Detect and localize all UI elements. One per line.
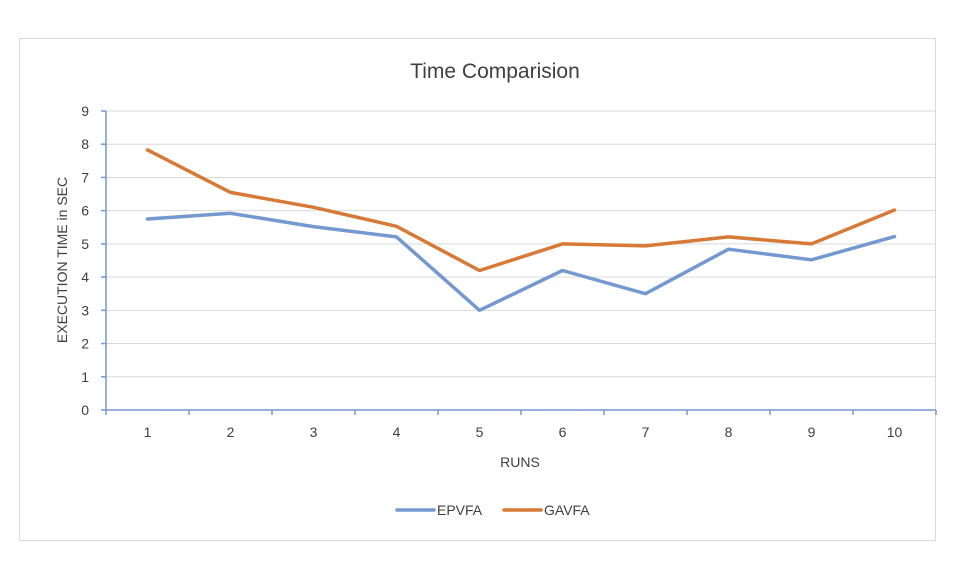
data-point-gavfa <box>644 244 647 248</box>
x-tick-label-7: 7 <box>642 424 650 440</box>
legend-label-epvfa: EPVFA <box>437 502 483 518</box>
x-tick-label-1: 1 <box>144 424 152 440</box>
y-tick-label-4: 4 <box>81 269 89 285</box>
data-point-epvfa <box>893 235 896 238</box>
x-tick-label-2: 2 <box>227 424 235 440</box>
data-point-epvfa <box>146 217 149 221</box>
y-tick-label-0: 0 <box>81 402 89 418</box>
y-tick-label-9: 9 <box>81 103 89 119</box>
legend: EPVFA GAVFA <box>395 502 590 518</box>
y-tick-label-6: 6 <box>81 203 89 219</box>
data-point-gavfa <box>893 208 896 212</box>
data-point-gavfa <box>561 242 564 246</box>
x-tick-label-4: 4 <box>393 424 401 440</box>
data-point-epvfa <box>644 292 647 295</box>
data-point-gavfa <box>312 206 315 209</box>
data-point-epvfa <box>727 248 730 251</box>
data-point-epvfa <box>478 309 481 312</box>
x-axis-title: RUNS <box>500 454 540 470</box>
x-tick-labels: 1 2 3 4 5 6 7 8 9 10 <box>144 424 903 440</box>
series-line-gavfa <box>145 148 897 273</box>
data-point-epvfa <box>810 258 813 262</box>
y-tick-label-8: 8 <box>81 136 89 152</box>
series-lines <box>145 148 897 313</box>
x-tick-label-9: 9 <box>808 424 816 440</box>
data-point-gavfa <box>146 148 149 152</box>
data-point-gavfa <box>395 225 398 228</box>
data-point-gavfa <box>229 191 232 194</box>
y-tick-label-2: 2 <box>81 336 89 352</box>
chart-frame <box>19 38 936 541</box>
y-axis-title: EXECUTION TIME in SEC <box>54 177 70 343</box>
data-point-epvfa <box>229 212 232 215</box>
x-tick-label-10: 10 <box>887 424 903 440</box>
legend-label-gavfa: GAVFA <box>544 502 590 518</box>
x-tick-label-8: 8 <box>725 424 733 440</box>
y-tick-label-7: 7 <box>81 169 89 185</box>
data-point-epvfa <box>561 269 564 272</box>
series-line-epvfa <box>145 211 897 313</box>
data-point-gavfa <box>727 235 730 239</box>
x-tick-label-6: 6 <box>559 424 567 440</box>
data-point-epvfa <box>312 225 315 228</box>
data-point-gavfa <box>810 242 813 246</box>
axes <box>101 110 937 415</box>
data-point-gavfa <box>478 269 481 272</box>
chart-title: Time Comparision <box>410 60 580 83</box>
x-tick-label-5: 5 <box>476 424 484 440</box>
x-tick-label-3: 3 <box>310 424 318 440</box>
y-tick-label-3: 3 <box>81 302 89 318</box>
y-tick-labels: 0 1 2 3 4 5 6 7 8 9 <box>81 103 89 418</box>
y-tick-label-1: 1 <box>81 369 89 385</box>
y-tick-label-5: 5 <box>81 236 89 252</box>
data-point-epvfa <box>395 235 398 239</box>
